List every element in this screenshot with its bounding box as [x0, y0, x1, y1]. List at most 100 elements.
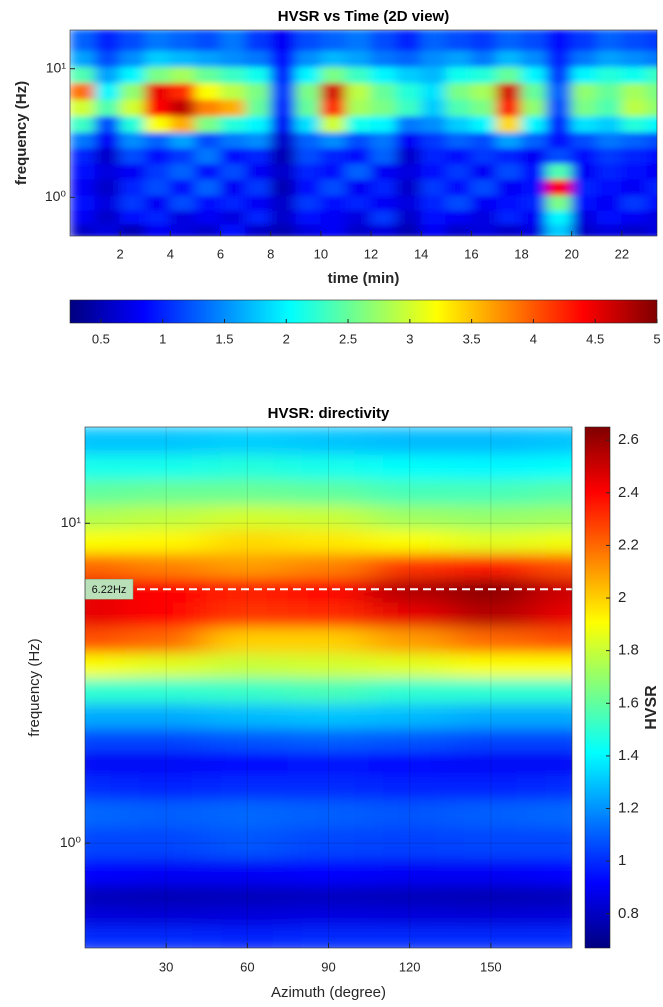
heatmap-cell	[94, 82, 121, 100]
heatmap-cell	[546, 131, 573, 149]
heatmap-cell	[521, 209, 548, 225]
heatmap-cell	[368, 652, 451, 679]
heatmap-cell	[571, 223, 598, 236]
heatmap-cell	[596, 178, 623, 196]
heatmap-cell	[245, 82, 272, 100]
heatmap-cell	[125, 702, 208, 729]
heatmap-cell	[470, 30, 497, 51]
heatmap-cell	[94, 49, 121, 68]
heatmap-cell	[119, 82, 146, 100]
heatmap-cell	[345, 131, 372, 149]
heatmap-cell	[270, 162, 297, 180]
heatmap-cell	[287, 427, 370, 455]
heatmap-cell	[125, 427, 208, 455]
heatmap-cell	[345, 162, 372, 180]
heatmap-cell	[125, 626, 208, 654]
heatmap-cell	[144, 223, 171, 236]
heatmap-cell	[295, 223, 322, 236]
heatmap-cell	[85, 750, 127, 775]
x-tick-label: 20	[564, 246, 578, 261]
heatmap-cell	[445, 66, 472, 84]
heatmap-cell	[420, 115, 447, 133]
heatmap-cell	[295, 147, 322, 164]
heatmap-cell	[368, 858, 451, 886]
heatmap-cell	[449, 552, 532, 578]
heatmap-cell	[368, 626, 451, 654]
x-tick-label: 12	[364, 246, 378, 261]
heatmap-cell	[85, 453, 127, 481]
plot-area	[85, 427, 572, 948]
heatmap-cell	[546, 82, 573, 100]
heatmap-cell	[287, 727, 370, 752]
heatmap-cell	[119, 178, 146, 196]
heatmap-cell	[287, 884, 370, 906]
heatmap-cell	[94, 131, 121, 149]
heatmap-cell	[646, 98, 657, 117]
heatmap-cell	[295, 30, 322, 51]
colorbar-tick-label: 2.5	[339, 331, 357, 346]
heatmap-cell	[245, 98, 272, 117]
heatmap-cell	[287, 702, 370, 729]
heatmap-cell	[420, 162, 447, 180]
heatmap-cell	[370, 162, 397, 180]
heatmap-cell	[395, 30, 422, 51]
heatmap-cell	[470, 209, 497, 225]
heatmap-cell	[530, 601, 572, 628]
heatmap-cell	[70, 209, 96, 225]
heatmap-cell	[287, 926, 370, 948]
heatmap-cell	[530, 552, 572, 578]
heatmap-cell	[420, 66, 447, 84]
heatmap-cell	[295, 82, 322, 100]
heatmap-cell	[85, 479, 127, 505]
heatmap-cell	[546, 178, 573, 196]
heatmap-cell	[571, 115, 598, 133]
heatmap-cell	[320, 194, 347, 211]
heatmap-cell	[194, 223, 222, 236]
heatmap-cell	[270, 98, 297, 117]
heatmap-cell	[571, 178, 598, 196]
heatmap-cell	[85, 858, 127, 886]
heatmap-cell	[530, 503, 572, 530]
heatmap-cell	[571, 98, 598, 117]
heatmap-cell	[245, 115, 272, 133]
colorbar-tick-label: 3.5	[463, 331, 481, 346]
heatmap-cell	[220, 98, 247, 117]
heatmap-cell	[125, 479, 208, 505]
heatmap-cell	[206, 750, 289, 775]
heatmap-cell	[530, 677, 572, 704]
heatmap-cell	[320, 131, 347, 149]
heatmap-cell	[345, 194, 372, 211]
heatmap-cell	[169, 30, 196, 51]
heatmap-cell	[94, 162, 121, 180]
heatmap-cell	[220, 223, 247, 236]
heatmap-cell	[220, 115, 247, 133]
heatmap-cell	[287, 528, 370, 554]
heatmap-cell	[368, 750, 451, 775]
heatmap-cell	[370, 194, 397, 211]
heatmap-cell	[449, 926, 532, 948]
heatmap-cell	[495, 147, 523, 164]
heatmap-cell	[125, 858, 208, 886]
heatmap-cell	[370, 178, 397, 196]
heatmap-cell	[345, 82, 372, 100]
heatmap-cell	[395, 178, 422, 196]
colorbar	[69, 299, 658, 324]
heatmap-cell	[85, 626, 127, 654]
heatmap-cell	[445, 115, 472, 133]
heatmap-cell	[521, 82, 548, 100]
heatmap-cell	[119, 162, 146, 180]
y-tick-label: 10¹	[46, 59, 67, 75]
heatmap-cell	[125, 798, 208, 829]
heatmap-cell	[85, 727, 127, 752]
heatmap-cell	[320, 30, 347, 51]
heatmap-cell	[245, 66, 272, 84]
y-tick-label: 10⁰	[60, 834, 82, 850]
heatmap-cell	[119, 115, 146, 133]
heatmap-cell	[449, 479, 532, 505]
x-tick-label: 90	[321, 959, 335, 974]
heatmap-cell	[320, 178, 347, 196]
heatmap-cell	[368, 727, 451, 752]
heatmap-cell	[449, 427, 532, 455]
heatmap-cell	[295, 178, 322, 196]
heatmap-cell	[169, 178, 196, 196]
